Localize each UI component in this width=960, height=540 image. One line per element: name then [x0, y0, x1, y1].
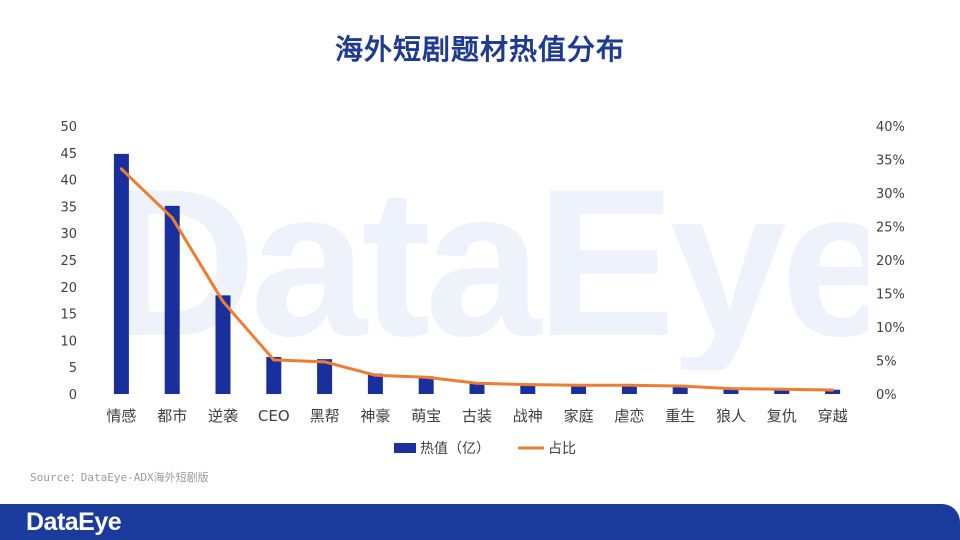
category-label: 都市: [157, 407, 187, 425]
bar: [621, 384, 637, 394]
category-label: 情感: [106, 407, 136, 425]
bar: [825, 389, 841, 394]
bar: [317, 359, 333, 394]
bar: [164, 205, 180, 394]
right-axis-tick-label: 15%: [876, 288, 905, 303]
footer-logo: DataEye: [26, 508, 122, 536]
right-axis-tick-label: 30%: [876, 187, 905, 202]
category-label: 虐恋: [614, 407, 644, 425]
right-axis-tick-label: 20%: [876, 254, 905, 269]
category-label: 逆袭: [208, 407, 238, 425]
line-point: [627, 383, 631, 387]
footer-bar: [0, 504, 960, 540]
right-axis-tick-label: 35%: [876, 154, 905, 169]
chart-title: 海外短剧题材热值分布: [334, 33, 625, 66]
left-axis-tick-label: 45: [60, 147, 77, 162]
bar: [418, 376, 434, 394]
line-point: [272, 358, 276, 362]
line-point: [424, 375, 428, 379]
category-label: 复仇: [767, 407, 797, 425]
right-axis-tick-label: 0%: [876, 388, 897, 403]
category-label: 黑帮: [310, 407, 340, 425]
right-axis-tick-label: 10%: [876, 321, 905, 336]
left-axis-tick-label: 25: [60, 254, 77, 269]
category-label: 神豪: [360, 407, 390, 425]
bar: [723, 388, 739, 394]
line-point: [119, 167, 123, 171]
bar: [571, 384, 587, 394]
line-point: [373, 373, 377, 377]
left-axis-tick-label: 20: [60, 281, 77, 296]
left-axis-tick-label: 0: [69, 388, 77, 403]
bar: [469, 382, 485, 394]
category-label: 古装: [462, 407, 492, 425]
bar: [113, 153, 129, 394]
line-point: [577, 383, 581, 387]
right-axis-tick-label: 25%: [876, 221, 905, 236]
line-point: [323, 360, 327, 364]
right-axis-tick-label: 5%: [876, 355, 897, 370]
bar: [774, 389, 790, 394]
left-axis-tick-label: 40: [60, 174, 77, 189]
left-axis-tick-label: 35: [60, 200, 77, 215]
category-label: 萌宝: [411, 407, 441, 425]
source-note: Source：DataEye-ADX海外短剧版: [30, 471, 209, 484]
bar: [520, 384, 536, 394]
line-point: [221, 300, 225, 304]
category-label: 重生: [665, 407, 695, 425]
bar: [672, 385, 688, 394]
left-axis-tick-label: 30: [60, 227, 77, 242]
combo-chart: 0 5 10 15 20 25 30 35 40 45 50 0% 5% 10% 15% 20% 25% 30% 3…: [60, 120, 905, 457]
left-axis-tick-label: 15: [60, 308, 77, 323]
line-point: [831, 388, 835, 392]
left-axis-tick-label: 50: [60, 120, 77, 135]
bar: [367, 373, 383, 394]
category-label: 家庭: [564, 407, 594, 425]
left-axis-tick-label: 10: [60, 334, 77, 349]
legend-line-label: 占比: [548, 441, 576, 457]
category-label: CEO: [258, 407, 290, 425]
line-point: [170, 216, 174, 220]
left-axis-tick-label: 5: [69, 361, 77, 376]
legend-bar-swatch: [394, 443, 416, 453]
line-point: [475, 381, 479, 385]
line-point: [526, 383, 530, 387]
legend-bar-label: 热值（亿）: [420, 441, 490, 457]
line-point: [729, 387, 733, 391]
line-point: [678, 384, 682, 388]
category-label: 战神: [513, 407, 543, 425]
bar: [215, 295, 231, 394]
right-axis-tick-label: 40%: [876, 120, 905, 135]
bar: [266, 357, 282, 394]
category-label: 穿越: [818, 407, 848, 425]
line-point: [780, 387, 784, 391]
category-label: 狼人: [716, 407, 746, 425]
